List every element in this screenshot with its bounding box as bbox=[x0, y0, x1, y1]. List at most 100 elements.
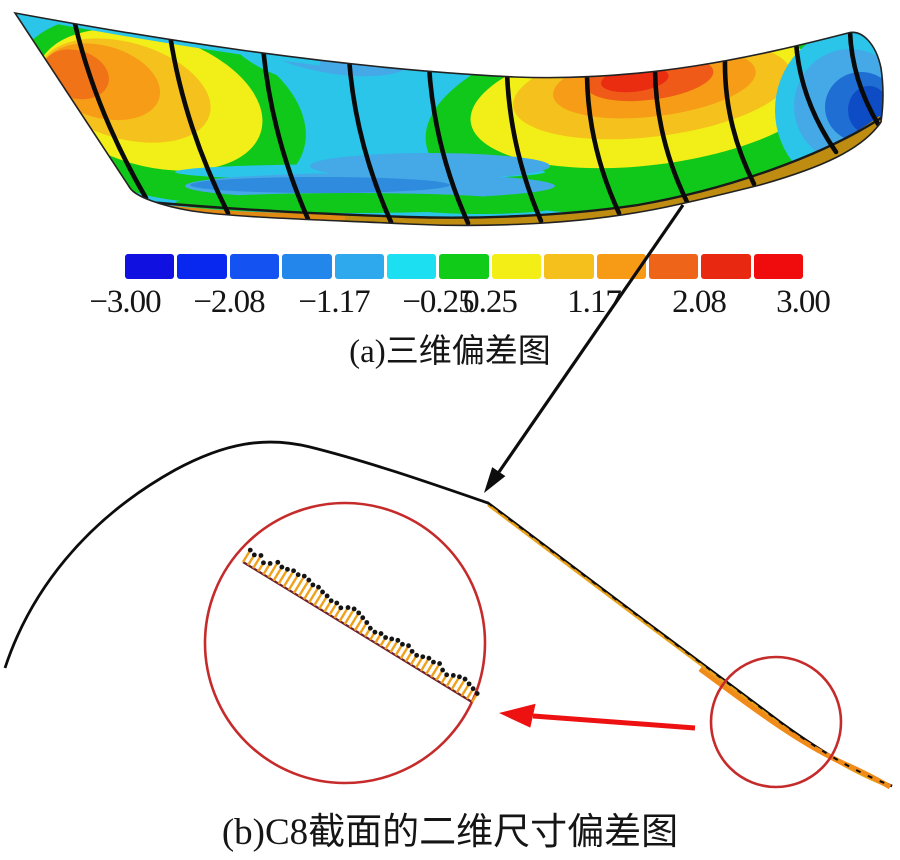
colorbar-swatch bbox=[229, 254, 280, 279]
whisker-endpoint-dot bbox=[462, 676, 468, 682]
colorbar-swatch bbox=[753, 254, 804, 279]
colorbar-swatch bbox=[177, 254, 227, 279]
blade-base-surface bbox=[15, 13, 883, 226]
whisker-endpoint-dot bbox=[383, 635, 388, 640]
blade-outline bbox=[13, 11, 884, 227]
whisker-endpoint-dot bbox=[437, 661, 443, 666]
whisker-endpoint-dot bbox=[409, 648, 415, 654]
colorbar-swatch bbox=[282, 254, 332, 279]
deviation-whisker bbox=[313, 591, 324, 607]
colorbar-swatch bbox=[439, 254, 489, 279]
deviation-whisker bbox=[277, 568, 289, 585]
deviation-whisker bbox=[272, 566, 283, 582]
deviation-whisker bbox=[333, 607, 342, 619]
mid-span-blue-streaks bbox=[175, 153, 560, 214]
deviation-whisker bbox=[465, 688, 475, 700]
colorbar-swatch bbox=[648, 254, 699, 279]
blade-underside-strip bbox=[147, 114, 883, 226]
whisker-endpoint-dot bbox=[310, 582, 316, 588]
c8-profile-2d bbox=[3, 440, 893, 790]
whisker-endpoint-dot bbox=[372, 629, 378, 635]
deviation-whisker bbox=[328, 602, 338, 616]
deviation-whiskers bbox=[241, 547, 480, 703]
deviation-whisker bbox=[287, 574, 300, 591]
whisker-endpoint-dot bbox=[285, 566, 290, 572]
colorbar-tick-labels: −3.00 −2.08 −1.17 −0.25 0.25 1.17 2.08 3.00 bbox=[0, 285, 900, 319]
whisker-endpoint-dot bbox=[261, 560, 266, 566]
colorbar-tick-label: −2.08 bbox=[193, 284, 265, 320]
caption-panel-a: (a)三维偏差图 bbox=[349, 334, 551, 370]
colorbar-swatch bbox=[334, 254, 384, 279]
whisker-endpoint-dot bbox=[466, 681, 472, 687]
whisker-endpoint-dot bbox=[470, 686, 476, 692]
deviation-whisker bbox=[430, 662, 441, 678]
magnified-view-circle bbox=[203, 501, 487, 785]
whisker-endpoint-dot bbox=[251, 552, 257, 558]
colorbar-swatch bbox=[386, 254, 437, 279]
deviation-whisker bbox=[379, 636, 387, 647]
deviation-whisker bbox=[374, 632, 383, 644]
whisker-endpoint-dot bbox=[389, 636, 395, 642]
colorbar-tick-label: −0.25 bbox=[402, 284, 474, 320]
whisker-endpoint-dot bbox=[406, 643, 411, 649]
whisker-endpoint-dot bbox=[247, 547, 253, 553]
colorbar-tick-label: −3.00 bbox=[89, 284, 161, 320]
deviation-whisker bbox=[445, 674, 455, 688]
right-positive-deviation-blob bbox=[425, 16, 873, 214]
whisker-endpoint-dot bbox=[295, 572, 301, 578]
colorbar bbox=[125, 254, 804, 279]
whisker-endpoint-dot bbox=[324, 593, 330, 599]
deviation-whisker bbox=[425, 661, 435, 675]
whisker-endpoint-dot bbox=[395, 637, 401, 643]
whisker-endpoint-dot bbox=[356, 610, 362, 616]
whisker-endpoint-dot bbox=[301, 573, 307, 579]
deviation-whisker bbox=[262, 562, 272, 576]
whisker-endpoint-dot bbox=[426, 655, 432, 661]
deviation-whisker bbox=[247, 554, 256, 566]
highlight-circle bbox=[709, 655, 843, 789]
whisker-endpoint-dot bbox=[306, 577, 312, 583]
blade-3d-deviation-map bbox=[13, 11, 884, 227]
whisker-endpoint-dot bbox=[457, 674, 462, 680]
whisker-endpoint-dot bbox=[440, 667, 446, 673]
colorbar-tick-label: −1.17 bbox=[298, 284, 370, 320]
whisker-endpoint-dot bbox=[338, 605, 344, 611]
zoom-arrow bbox=[499, 703, 696, 731]
colorbar-swatch bbox=[701, 254, 751, 279]
whisker-endpoint-dot bbox=[474, 691, 480, 696]
deviation-whisker bbox=[399, 645, 410, 660]
colorbar-swatch bbox=[125, 254, 175, 279]
profile-deviation-overlay bbox=[487, 502, 893, 790]
colorbar-tick-label: 3.00 bbox=[776, 284, 831, 320]
whisker-endpoint-dot bbox=[351, 606, 357, 612]
whisker-endpoint-dot bbox=[364, 620, 370, 625]
deviation-whisker bbox=[455, 678, 467, 694]
deviation-whisker bbox=[257, 562, 265, 572]
section-lines bbox=[72, 21, 881, 226]
top-negative-deviation-patch bbox=[230, 13, 458, 97]
whisker-endpoint-dot bbox=[258, 553, 264, 558]
whisker-endpoint-dot bbox=[320, 589, 325, 595]
deviation-whisker bbox=[414, 656, 424, 669]
whisker-endpoint-dot bbox=[367, 625, 373, 631]
whisker-endpoint-dot bbox=[414, 652, 420, 658]
whisker-endpoint-dot bbox=[420, 654, 426, 660]
whisker-endpoint-dot bbox=[345, 605, 351, 610]
c8-profile-curve bbox=[3, 440, 893, 788]
deviation-whisker bbox=[435, 669, 444, 681]
deviation-whisker bbox=[450, 676, 461, 691]
whisker-endpoint-dot bbox=[279, 564, 285, 570]
whisker-endpoint-dot bbox=[267, 560, 273, 566]
deviation-whisker bbox=[338, 606, 350, 622]
whisker-endpoint-dot bbox=[316, 584, 321, 590]
deviation-whisker bbox=[359, 621, 368, 635]
deviation-whisker bbox=[303, 584, 314, 600]
deviation-whisker bbox=[343, 608, 356, 625]
colorbar-swatch bbox=[544, 254, 594, 279]
deviation-whisker bbox=[394, 643, 404, 656]
deviation-whisker bbox=[353, 617, 364, 632]
whisker-endpoint-dot bbox=[334, 600, 340, 606]
whisker-endpoint-dot bbox=[291, 568, 296, 574]
